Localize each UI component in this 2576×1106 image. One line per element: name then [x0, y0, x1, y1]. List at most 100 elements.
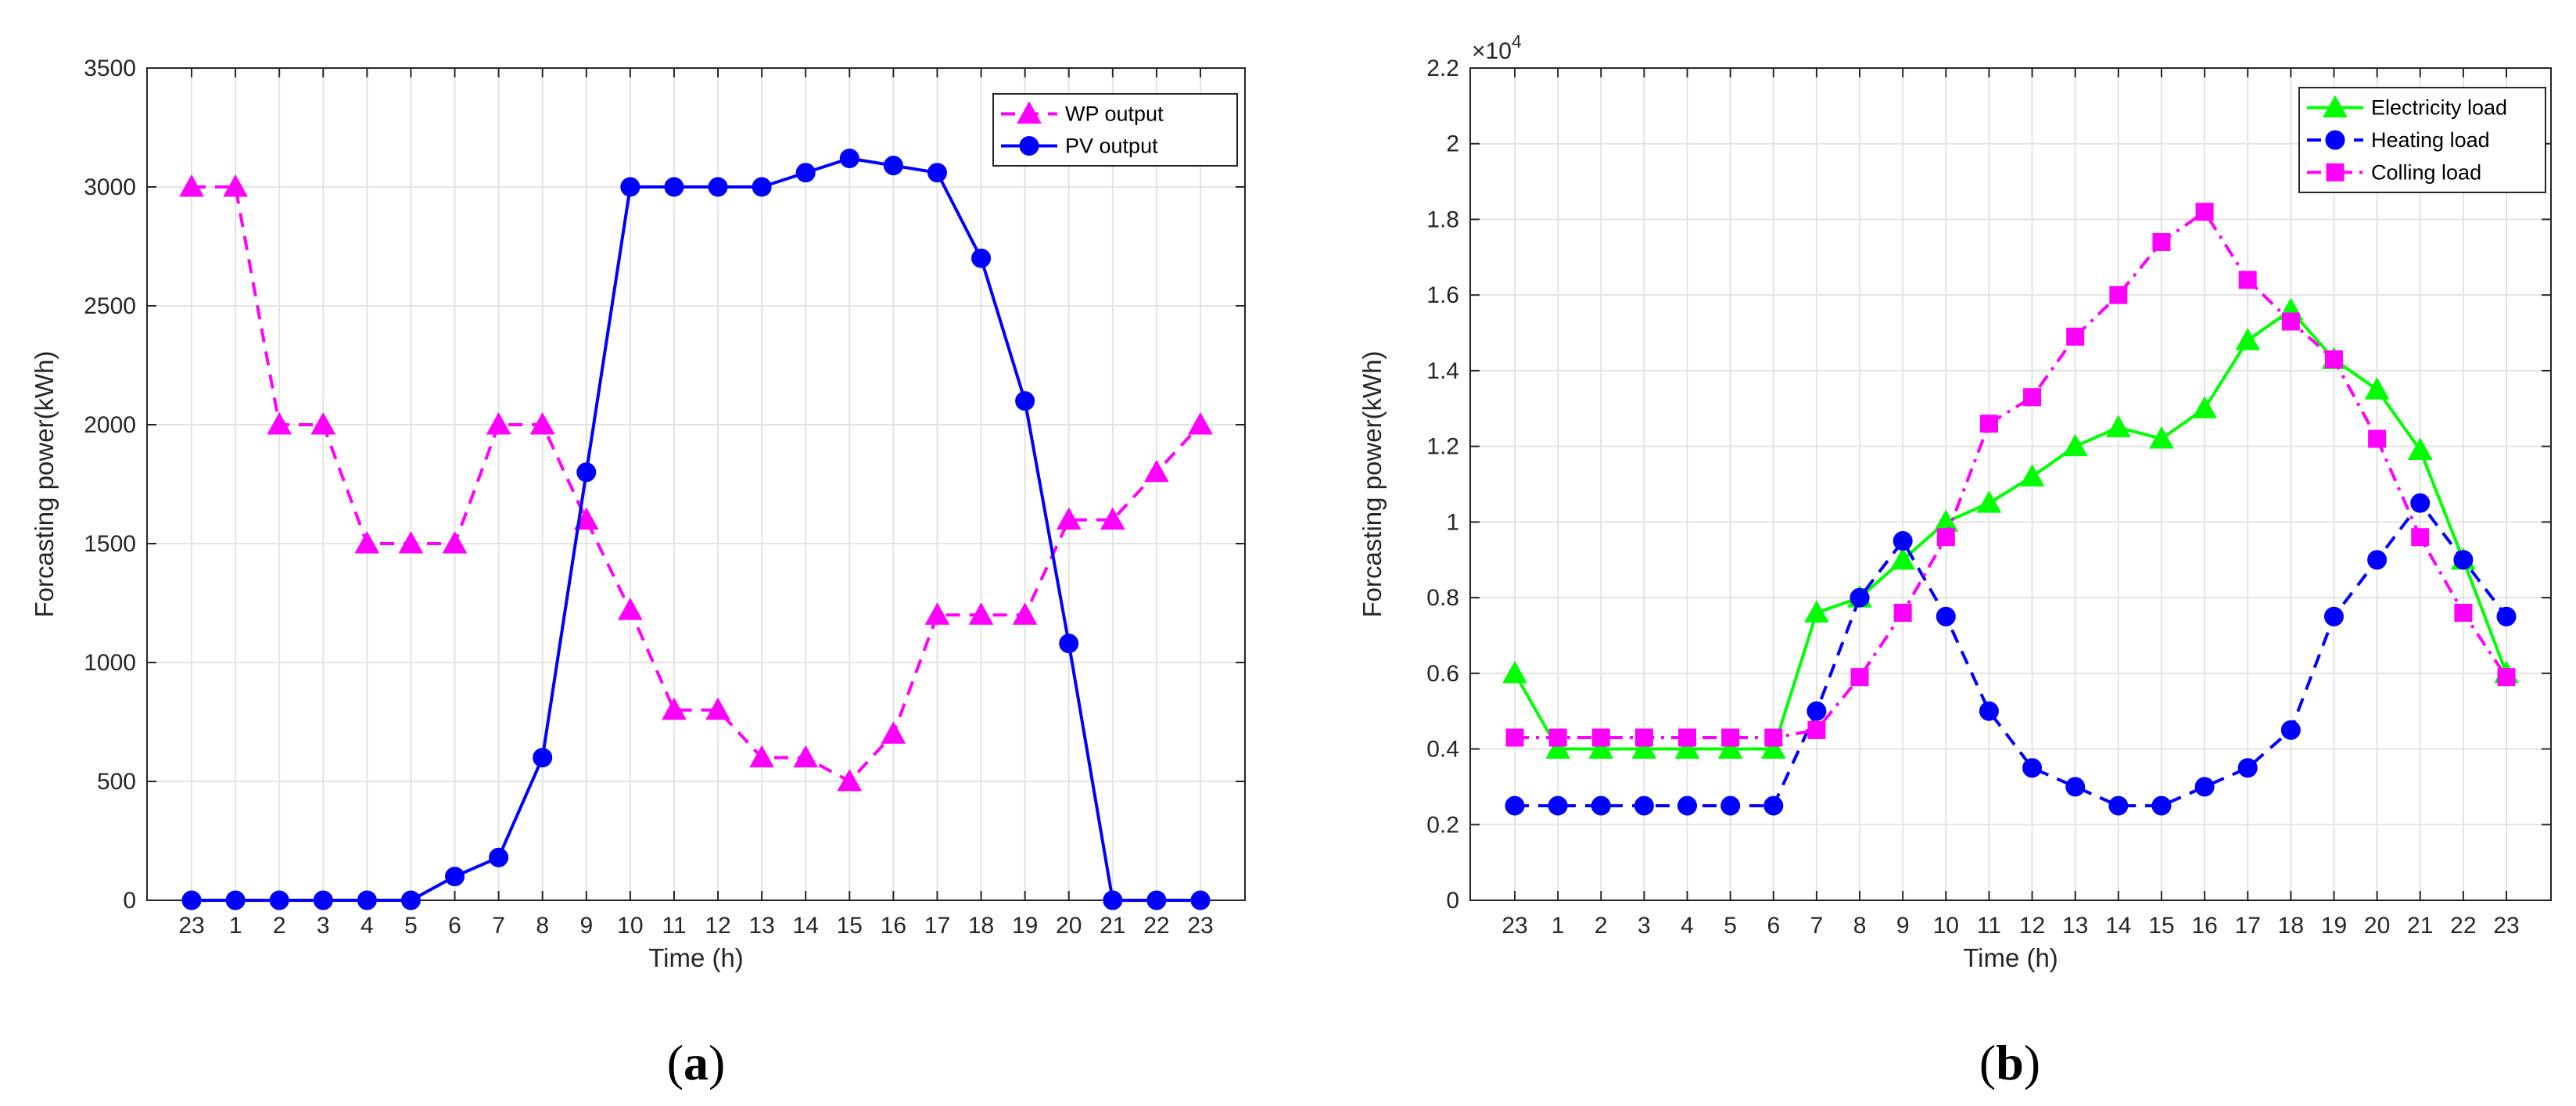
y-tick-label: 1.8	[1426, 206, 1459, 232]
series-line	[1515, 500, 2508, 808]
data-point	[1190, 890, 1211, 910]
x-tick-label: 3	[317, 913, 330, 939]
x-tick-label: 18	[2278, 913, 2304, 939]
data-point	[927, 163, 947, 183]
x-tick-label: 11	[662, 913, 686, 939]
series-line	[1513, 307, 2508, 751]
x-tick-label: 19	[2321, 913, 2347, 939]
data-point	[1763, 795, 1784, 816]
data-point	[225, 890, 246, 910]
data-point	[1012, 602, 1038, 625]
legend-label: Colling load	[2371, 160, 2481, 184]
x-tick-label: 21	[2407, 913, 2433, 939]
data-point	[2280, 720, 2301, 740]
plot-frame	[1469, 67, 2552, 901]
x-tick-label: 8	[1853, 913, 1867, 939]
y-tick-label: 1.6	[1426, 282, 1459, 308]
data-point	[1103, 890, 1123, 910]
data-point	[793, 745, 819, 768]
data-point	[2022, 758, 2043, 778]
data-point	[313, 890, 333, 910]
x-tick-label: 16	[2191, 913, 2217, 939]
x-tick-label: 21	[1100, 913, 1125, 939]
data-point	[267, 411, 292, 435]
data-point	[1893, 531, 1913, 551]
data-point	[223, 174, 248, 197]
y-tick-label: 1.4	[1426, 358, 1459, 384]
data-point	[1591, 795, 1611, 816]
data-point	[1548, 795, 1568, 816]
data-point	[968, 602, 994, 625]
y-tick-label: 2.2	[1426, 56, 1459, 81]
data-point	[2194, 777, 2215, 797]
x-tick-label: 10	[617, 913, 643, 939]
data-point	[2281, 312, 2300, 331]
data-point	[2237, 758, 2258, 778]
data-point	[1979, 415, 1998, 433]
data-point	[442, 530, 468, 554]
data-point	[1936, 528, 1955, 547]
data-point	[2364, 377, 2390, 400]
data-point	[752, 177, 772, 197]
x-tick-label: 9	[579, 913, 593, 939]
data-point	[881, 721, 906, 744]
data-point	[2367, 550, 2388, 570]
x-tick-label: 12	[2019, 913, 2045, 939]
legend-marker	[1017, 101, 1042, 124]
x-tick-label: 9	[1896, 913, 1910, 939]
data-point	[1505, 795, 1525, 816]
y-tick-label: 1500	[84, 531, 136, 557]
data-point	[2149, 426, 2174, 449]
y-tick-label: 1	[1446, 509, 1459, 535]
legend-label: Electricity load	[2371, 96, 2507, 120]
y-tick-label: 0.2	[1426, 812, 1459, 838]
data-point	[1505, 728, 1524, 747]
data-point	[2065, 777, 2086, 797]
y-tick-label: 3000	[84, 174, 136, 200]
y-tick-label: 0.6	[1426, 661, 1459, 687]
data-point	[2324, 350, 2343, 368]
data-point	[1678, 728, 1697, 747]
x-tick-label: 17	[924, 913, 950, 939]
x-tick-label: 7	[492, 913, 505, 939]
data-point	[2151, 795, 2172, 816]
data-point	[2411, 528, 2430, 547]
legend-label: Heating load	[2371, 128, 2490, 152]
data-point	[1850, 668, 1869, 687]
x-tick-label: 19	[1012, 913, 1038, 939]
x-tick-label: 13	[2062, 913, 2088, 939]
y-tick-label: 0	[1446, 888, 1459, 914]
x-tick-label: 18	[968, 913, 994, 939]
data-point	[1936, 606, 1956, 627]
x-tick-label: 2	[273, 913, 286, 939]
legend-label: PV output	[1065, 135, 1158, 158]
data-point	[2235, 328, 2261, 350]
data-point	[398, 530, 424, 554]
data-point	[2108, 795, 2129, 816]
legend-marker	[2323, 95, 2348, 118]
x-tick-label: 14	[793, 913, 819, 939]
data-point	[486, 411, 511, 435]
data-point	[310, 411, 336, 435]
data-point	[837, 768, 863, 792]
legend-marker	[2326, 163, 2345, 181]
data-point	[2105, 415, 2131, 437]
data-point	[664, 177, 684, 197]
data-point	[2152, 232, 2171, 251]
y-tick-label: 2500	[84, 293, 136, 319]
data-point	[2407, 437, 2433, 460]
y-axis-label: Forcasting power(kWh)	[30, 350, 59, 617]
y-tick-label: 2000	[84, 412, 136, 438]
panel-caption: (a)	[667, 1035, 726, 1090]
data-point	[618, 598, 643, 620]
data-point	[1804, 600, 1829, 623]
data-point	[2368, 429, 2387, 448]
data-point	[1015, 391, 1035, 411]
x-tick-label: 10	[1933, 913, 1959, 939]
data-point	[2453, 550, 2474, 570]
x-tick-label: 23	[1501, 913, 1527, 939]
data-point	[1893, 603, 1912, 622]
data-point	[924, 602, 950, 625]
data-point	[1674, 736, 1700, 759]
